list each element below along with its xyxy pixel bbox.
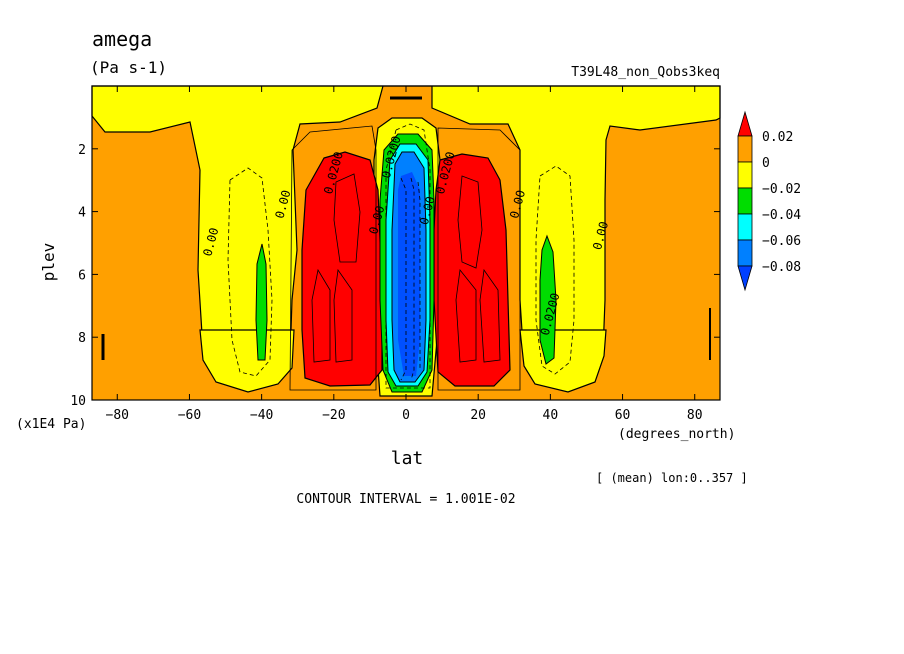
colorbar-label: −0.06 [762,234,801,249]
contour-lines [227,123,575,391]
run-label: T39L48_non_Qobs3keq [571,65,720,80]
y-tick-label: 6 [78,268,86,283]
x-tick-label: 20 [470,408,486,423]
chart-title: amega [92,27,152,51]
plot-area [91,85,721,401]
field-green-right-cell [539,234,557,365]
colorbar: 0.02 0 −0.02 −0.04 −0.06 −0.08 [737,110,801,292]
colorbar-label: 0 [762,156,770,171]
colorbar-segment [737,213,753,241]
y-tick-label: 2 [78,143,86,158]
x-tick-label: −60 [178,408,201,423]
chart-units: (Pa s-1) [90,58,167,77]
x-tick-label: 0 [402,408,410,423]
x-tick-label: −80 [106,408,129,423]
x-tick-label: 80 [687,408,703,423]
colorbar-segment [737,265,753,292]
colorbar-segment [737,161,753,189]
x-axis-units: (degrees_north) [618,427,735,442]
x-tick-label: −20 [322,408,345,423]
x-tick-label: 60 [615,408,631,423]
y-tick-label: 8 [78,331,86,346]
contour-interval: CONTOUR INTERVAL = 1.001E-02 [296,492,515,507]
y-tick-label: 4 [78,206,86,221]
colorbar-label: −0.08 [762,260,801,275]
x-tick-label: −40 [250,408,273,423]
y-axis: 2 4 6 8 10 [70,143,720,409]
field-blue-inner [398,172,420,376]
y-axis-units: (x1E4 Pa) [16,417,86,432]
y-tick-label: 10 [70,394,86,409]
x-axis: −80 −60 −40 −20 0 20 40 60 80 [106,86,703,423]
averaging-note: [ (mean) lon:0..357 ] [596,471,748,485]
x-axis-label: lat [391,448,424,469]
colorbar-label: 0.02 [762,130,793,145]
colorbar-label: −0.04 [762,208,801,223]
x-tick-label: 40 [543,408,559,423]
y-axis-label: plev [39,243,58,282]
colorbar-segment [737,135,753,163]
field-green-left-cell [255,243,268,361]
colorbar-segment [737,110,753,137]
colorbar-label: −0.02 [762,182,801,197]
colorbar-segment [737,239,753,267]
colorbar-segment [737,187,753,215]
